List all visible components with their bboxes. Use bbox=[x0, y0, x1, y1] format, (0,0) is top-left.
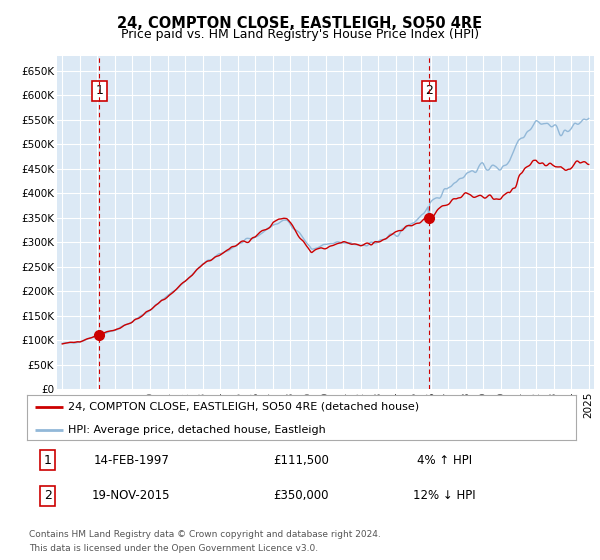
Text: 1: 1 bbox=[95, 85, 103, 97]
Text: 2: 2 bbox=[425, 85, 433, 97]
Text: Price paid vs. HM Land Registry's House Price Index (HPI): Price paid vs. HM Land Registry's House … bbox=[121, 28, 479, 41]
Text: 24, COMPTON CLOSE, EASTLEIGH, SO50 4RE (detached house): 24, COMPTON CLOSE, EASTLEIGH, SO50 4RE (… bbox=[68, 402, 419, 412]
Text: 19-NOV-2015: 19-NOV-2015 bbox=[92, 489, 170, 502]
Text: 12% ↓ HPI: 12% ↓ HPI bbox=[413, 489, 476, 502]
Text: £111,500: £111,500 bbox=[274, 454, 329, 467]
Text: 2: 2 bbox=[44, 489, 52, 502]
Text: 14-FEB-1997: 14-FEB-1997 bbox=[94, 454, 169, 467]
Text: Contains HM Land Registry data © Crown copyright and database right 2024.: Contains HM Land Registry data © Crown c… bbox=[29, 530, 380, 539]
Text: 24, COMPTON CLOSE, EASTLEIGH, SO50 4RE: 24, COMPTON CLOSE, EASTLEIGH, SO50 4RE bbox=[118, 16, 482, 31]
Text: 4% ↑ HPI: 4% ↑ HPI bbox=[416, 454, 472, 467]
Text: 1: 1 bbox=[44, 454, 52, 467]
Text: This data is licensed under the Open Government Licence v3.0.: This data is licensed under the Open Gov… bbox=[29, 544, 318, 553]
Text: £350,000: £350,000 bbox=[274, 489, 329, 502]
Text: HPI: Average price, detached house, Eastleigh: HPI: Average price, detached house, East… bbox=[68, 424, 326, 435]
